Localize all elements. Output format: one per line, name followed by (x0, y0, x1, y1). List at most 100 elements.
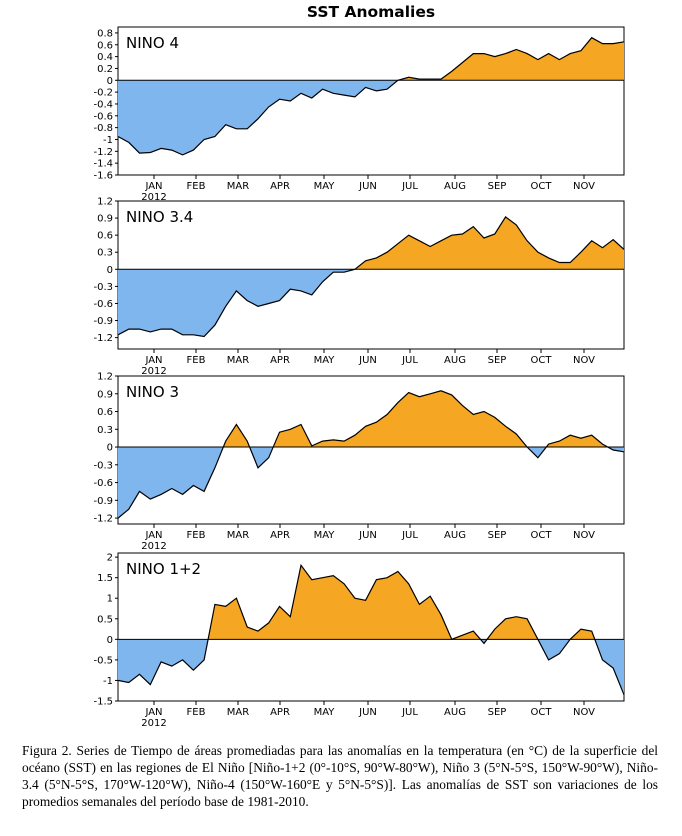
positive-anomaly-area (354, 216, 624, 270)
chart-panels: 0.80.60.40.20-0.2-0.4-0.6-0.8-1-1.2-1.4-… (93, 26, 625, 729)
x-tick-label: OCT (531, 181, 553, 192)
y-tick-label: 1.5 (97, 573, 113, 584)
x-tick-label: APR (270, 707, 290, 718)
x-tick-label: SEP (488, 355, 507, 366)
y-tick-label: 0.2 (97, 64, 113, 75)
y-tick-label: 0 (107, 265, 113, 276)
x-tick-label: FEB (187, 355, 206, 366)
year-label: 2012 (141, 366, 166, 377)
x-tick-label: JUN (358, 355, 377, 366)
negative-anomaly-area (118, 80, 624, 155)
x-tick-label: AUG (444, 181, 466, 192)
x-tick-label: MAR (227, 707, 249, 718)
x-tick-label: MAY (314, 181, 336, 192)
x-tick-label: MAY (314, 530, 336, 541)
x-tick-label: OCT (531, 355, 553, 366)
x-tick-label: JAN (144, 530, 162, 541)
anomaly-series-line (117, 216, 625, 338)
y-tick-label: -0.4 (93, 99, 113, 110)
x-tick-label: MAY (314, 707, 336, 718)
y-tick-label: 0 (107, 443, 113, 454)
y-tick-label: -1.4 (93, 159, 113, 170)
x-tick-label: SEP (488, 530, 507, 541)
x-tick-label: MAY (314, 355, 336, 366)
x-tick-label: JUL (401, 707, 418, 718)
y-tick-label: -1.2 (93, 147, 113, 158)
negative-anomaly-area (118, 269, 624, 337)
figure-caption: Figura 2. Series de Tiempo de áreas prom… (22, 743, 658, 809)
y-tick-label: -0.8 (93, 123, 113, 134)
y-tick-label: -1.5 (93, 697, 113, 708)
y-tick-label: 0.9 (97, 214, 113, 225)
year-label: 2012 (141, 192, 166, 203)
positive-anomaly-area (118, 390, 624, 448)
x-tick-label: JUL (401, 181, 418, 192)
y-tick-label: 1 (107, 594, 113, 605)
sst-anomalies-figure: SST Anomalies 0.80.60.40.20-0.2-0.4-0.6-… (93, 3, 625, 729)
y-tick-label: 0.4 (97, 52, 113, 63)
y-tick-label: 2 (107, 553, 113, 564)
x-tick-label: OCT (531, 707, 553, 718)
region-label: NINO 3 (126, 383, 179, 401)
y-tick-label: 0 (107, 76, 113, 87)
chart-panel: 1.2 0.9 0.6 0.3 0 -0.3 -0.6 -0.9 -1.2 JAN FEB MAR AP… (93, 197, 625, 377)
x-tick-label: SEP (488, 707, 507, 718)
y-tick-label: 0.8 (97, 28, 113, 39)
x-tick-label: NOV (573, 181, 595, 192)
y-tick-label: -0.5 (93, 655, 113, 666)
x-tick-label: AUG (444, 355, 466, 366)
x-tick-label: APR (270, 355, 290, 366)
x-tick-label: JUN (358, 530, 377, 541)
x-tick-label: JUN (358, 181, 377, 192)
x-tick-label: JAN (144, 355, 162, 366)
x-tick-label: OCT (531, 530, 553, 541)
x-tick-label: MAR (227, 181, 249, 192)
x-tick-label: MAR (227, 530, 249, 541)
x-tick-label: APR (270, 530, 290, 541)
negative-anomaly-area (118, 447, 624, 519)
year-label: 2012 (141, 541, 166, 552)
y-tick-label: -0.9 (93, 316, 113, 327)
y-tick-label: -1 (103, 676, 113, 687)
chart-panel: 1.2 0.9 0.6 0.3 0 -0.3 -0.6 -0.9 -1.2 JAN FEB MAR AP… (93, 372, 625, 552)
y-tick-label: 0.6 (97, 407, 113, 418)
y-tick-label: -1.2 (93, 333, 113, 344)
region-label: NINO 3.4 (126, 208, 193, 226)
y-tick-label: 0.3 (97, 248, 113, 259)
y-tick-label: 0 (107, 635, 113, 646)
region-label: NINO 4 (126, 34, 179, 52)
x-tick-label: AUG (444, 707, 466, 718)
x-tick-label: FEB (187, 181, 206, 192)
x-tick-label: JUN (358, 707, 377, 718)
x-tick-label: JUL (401, 355, 418, 366)
chart-panel: 2 1.5 1 0.5 0 -0.5 -1 -1.5 JAN FEB MAR APR MAY JUN JUL… (93, 552, 625, 729)
negative-anomaly-area (118, 639, 624, 695)
x-tick-label: FEB (187, 530, 206, 541)
x-tick-label: JAN (144, 181, 162, 192)
x-tick-label: AUG (444, 530, 466, 541)
y-tick-label: -0.9 (93, 496, 113, 507)
x-tick-label: SEP (488, 181, 507, 192)
y-tick-label: -0.6 (93, 111, 113, 122)
figure-title: SST Anomalies (307, 3, 435, 21)
x-tick-label: MAR (227, 355, 249, 366)
x-tick-label: NOV (573, 530, 595, 541)
x-tick-label: NOV (573, 707, 595, 718)
anomaly-series-line (117, 390, 625, 519)
y-tick-label: 1.2 (97, 197, 113, 208)
y-tick-label: -0.2 (93, 88, 113, 99)
y-tick-label: -1 (103, 135, 113, 146)
x-tick-label: APR (270, 181, 290, 192)
y-tick-label: 0.6 (97, 231, 113, 242)
x-tick-label: JAN (144, 707, 162, 718)
y-tick-label: 0.5 (97, 614, 113, 625)
y-tick-label: 0.9 (97, 389, 113, 400)
x-tick-label: JUL (401, 530, 418, 541)
chart-panel: 0.80.60.40.20-0.2-0.4-0.6-0.8-1-1.2-1.4-… (93, 26, 625, 203)
year-label: 2012 (141, 718, 166, 729)
region-label: NINO 1+2 (126, 560, 201, 578)
y-tick-label: -0.3 (93, 282, 113, 293)
y-tick-label: 1.2 (97, 372, 113, 383)
y-tick-label: 0.3 (97, 425, 113, 436)
y-tick-label: -0.6 (93, 478, 113, 489)
